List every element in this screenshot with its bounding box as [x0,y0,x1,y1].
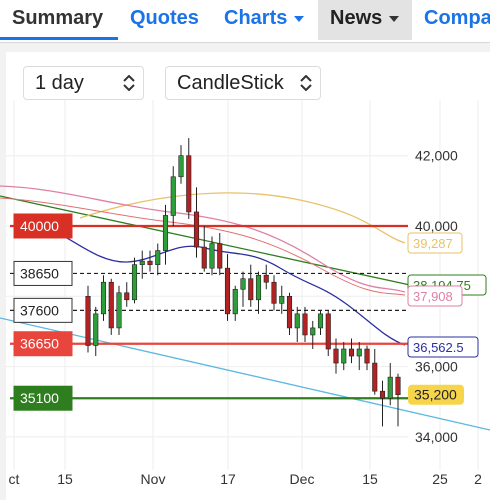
x-tick-label: 25 [432,471,448,487]
price-line-label: 38650 [20,265,59,281]
up-down-arrows-icon [300,75,312,91]
price-line-label-box [13,297,73,323]
tab-news[interactable]: News [318,0,412,40]
trend-line-green [0,195,411,286]
price-line-label-box [13,385,73,411]
candle [147,260,153,265]
moving-average-label-box [407,232,463,254]
candle [271,281,277,304]
candle [356,348,362,357]
up-down-arrows-icon [123,75,135,91]
moving-average-navy [39,224,406,346]
candle [93,313,99,346]
candle [387,376,393,399]
moving-average-label: 37,908 [413,289,453,304]
candle [317,313,324,329]
price-line-label: 37600 [20,302,59,318]
candle [310,327,316,336]
tab-charts[interactable]: Charts [212,0,318,40]
candle [325,313,331,350]
candle [255,274,262,301]
tab-news-label: News [330,7,383,29]
moving-average-label: 39,287 [413,236,453,251]
last-price-badge [408,384,464,405]
candle [186,155,192,213]
candle [379,390,386,399]
y-tick-label: 42,000 [415,148,458,164]
candle [348,348,355,357]
tab-bar: Summary Quotes Charts News Compa [0,0,490,43]
moving-average-red [0,197,406,296]
candle [193,211,200,248]
tab-company[interactable]: Compa [412,0,490,40]
y-tick-label: 36,000 [415,359,458,375]
candle [108,281,114,329]
range-select[interactable]: 1 day [23,66,144,100]
price-line-label: 35100 [20,390,59,406]
candle [131,264,138,301]
candle [372,362,378,392]
x-tick-label: 15 [57,471,73,487]
x-tick-label: 2 [474,471,482,487]
candle [248,278,254,301]
candle [139,260,145,265]
chevron-down-icon [294,15,305,22]
moving-average-label: 36,562.5 [413,340,464,355]
x-tick-label: 17 [220,471,236,487]
candle [286,295,293,329]
y-tick-label: 40,000 [415,218,458,234]
candle [263,274,269,283]
candle [155,250,161,265]
moving-average-pink [0,185,406,293]
candle [224,267,231,315]
chart-type-select-value: CandleStick [177,72,284,94]
candle [232,288,238,315]
range-select-value: 1 day [35,72,84,94]
price-line-label-box [13,331,73,357]
tab-summary-label: Summary [12,7,104,29]
candle [162,215,169,251]
tab-charts-label: Charts [224,7,288,29]
candle [170,176,176,216]
trend-line-blue [0,317,490,431]
candle [302,313,308,336]
tab-summary[interactable]: Summary [0,0,118,40]
x-tick-label: Nov [141,471,166,487]
price-line-label-box [13,260,73,286]
moving-average-yellow [79,192,406,244]
candle [100,281,107,315]
last-price-label: 35,200 [414,387,457,403]
x-tick-label: 15 [362,471,378,487]
x-tick-label: ct [9,471,20,487]
tab-quotes-label: Quotes [130,7,199,29]
candle [178,155,184,178]
tab-quotes[interactable]: Quotes [118,0,212,40]
price-line-label: 36650 [20,336,59,352]
chevron-down-icon [389,15,400,22]
price-line-label: 40000 [20,218,59,234]
candle [395,376,401,396]
moving-average-label-box [407,285,463,307]
y-tick-label: 34,000 [415,429,458,445]
candle [341,348,347,364]
candle [364,348,370,364]
candle [294,313,300,329]
tab-company-label: Compa [424,7,490,29]
candle [201,246,207,269]
candle [116,292,122,329]
candle [279,295,285,304]
candle [240,278,246,290]
candle [124,292,130,301]
moving-average-label-box [407,336,479,358]
price-line-label-box [13,213,73,239]
x-tick-label: Dec [290,471,315,487]
candle [333,348,339,364]
chart-type-select[interactable]: CandleStick [165,66,321,100]
candle [217,243,223,269]
candle [85,295,91,346]
candle [209,243,215,269]
